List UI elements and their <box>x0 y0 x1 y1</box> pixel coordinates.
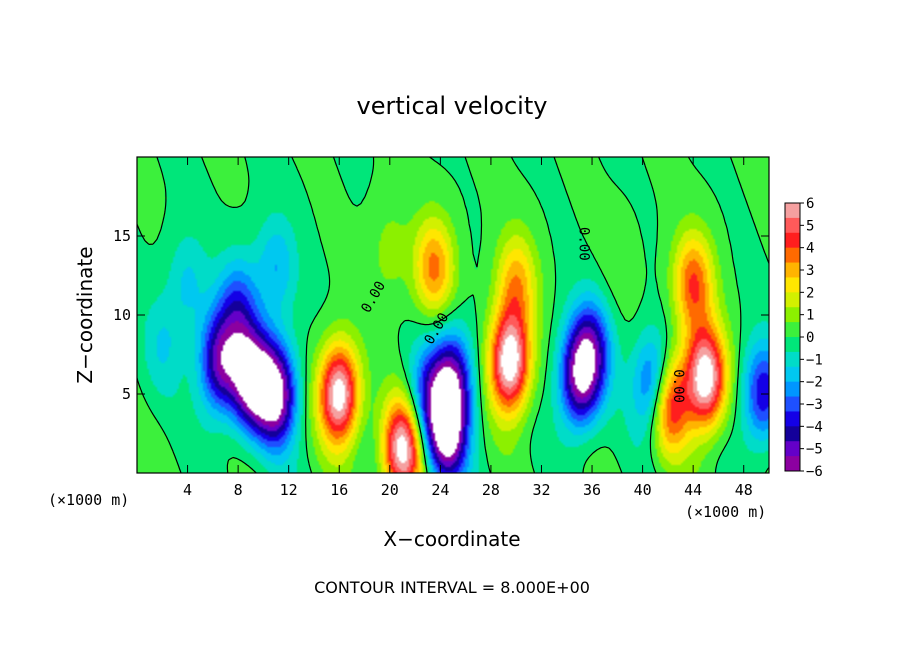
chart-title: vertical velocity <box>357 92 548 120</box>
x-tick-label: 12 <box>280 481 298 499</box>
x-tick-label: 32 <box>532 481 550 499</box>
x-tick-label: 36 <box>583 481 601 499</box>
x-tick-label: 40 <box>634 481 652 499</box>
x-tick-label: 24 <box>431 481 449 499</box>
colorbar-tick-label: 5 <box>806 218 814 234</box>
colorbar-swatch <box>785 292 800 308</box>
y-tick-label: 10 <box>113 306 131 324</box>
colorbar-tick-label: −1 <box>806 352 823 368</box>
colorbar-swatch <box>785 247 800 264</box>
x-tick-label: 48 <box>735 481 753 499</box>
colorbar-swatch <box>785 307 800 323</box>
colorbar: 6 5 4 3 2 1 0 −1 −2 −3 −4 −5 −6 <box>784 196 823 480</box>
colorbar-swatch <box>785 262 800 278</box>
x-tick-label: 20 <box>381 481 399 499</box>
y-axis: 5 10 15 <box>113 227 769 403</box>
contour-label: 0.00 <box>575 227 591 261</box>
x-axis: 4 8 12 16 20 24 28 32 36 40 44 48 <box>183 157 753 499</box>
colorbar-swatch <box>785 411 800 427</box>
colorbar-tick-label: −5 <box>806 442 823 458</box>
colorbar-tick-label: 3 <box>806 263 814 279</box>
x-unit-left: (×1000 m) <box>48 491 129 509</box>
x-tick-label: 44 <box>684 481 702 499</box>
x-unit-right: (×1000 m) <box>685 503 766 521</box>
colorbar-swatch <box>785 441 800 457</box>
colorbar-swatch <box>785 277 800 293</box>
y-axis-label: Z−coordinate <box>73 246 97 383</box>
y-tick-label: 5 <box>122 385 131 403</box>
colorbar-swatch <box>785 396 800 412</box>
colorbar-swatch <box>785 322 800 338</box>
y-tick-label: 15 <box>113 227 131 245</box>
colorbar-swatch <box>785 456 800 472</box>
velocity-field <box>137 157 769 473</box>
colorbar-swatch <box>785 337 800 353</box>
colorbar-swatch <box>785 351 800 368</box>
colorbar-swatch <box>785 232 800 249</box>
heatmap-plot-area: 0.000.000.000.00 <box>136 156 770 474</box>
colorbar-swatch <box>785 426 800 442</box>
colorbar-tick-label: 4 <box>806 241 814 257</box>
x-tick-label: 8 <box>234 481 243 499</box>
contour-label: 0.00 <box>670 369 686 403</box>
x-tick-label: 4 <box>183 481 192 499</box>
colorbar-tick-label: 0 <box>806 330 814 346</box>
colorbar-swatch <box>785 217 800 234</box>
colorbar-tick-label: −2 <box>806 375 823 391</box>
colorbar-tick-label: 6 <box>806 196 814 212</box>
contour-interval-note: CONTOUR INTERVAL = 8.000E+00 <box>314 578 590 597</box>
x-axis-label: X−coordinate <box>383 527 520 551</box>
colorbar-swatch <box>785 203 800 219</box>
colorbar-swatch <box>785 366 800 383</box>
colorbar-swatch <box>785 381 800 398</box>
colorbar-tick-label: 2 <box>806 285 814 301</box>
colorbar-tick-label: −3 <box>806 397 823 413</box>
colorbar-tick-label: −6 <box>806 464 823 480</box>
colorbar-tick-label: 1 <box>806 308 814 324</box>
x-tick-label: 28 <box>482 481 500 499</box>
colorbar-tick-label: −4 <box>806 419 823 435</box>
x-tick-label: 16 <box>330 481 348 499</box>
